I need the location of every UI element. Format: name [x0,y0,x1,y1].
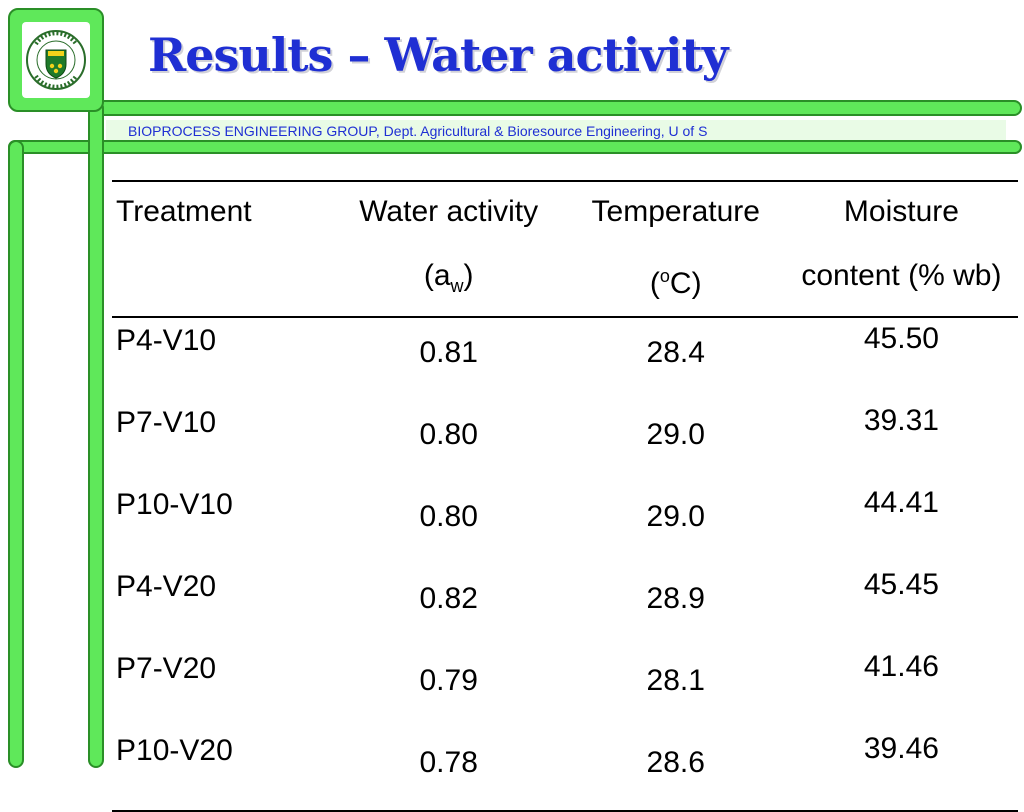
header-temperature-unit: (oC) [649,266,702,300]
cell-water-activity: 0.82 [419,582,478,615]
cell-temperature: 28.1 [646,664,705,697]
header-temperature: Temperature (oC) [567,181,785,317]
cell-treatment: P4-V10 [116,324,217,357]
cell-moisture-content: 39.31 [863,404,939,437]
cell-treatment: P10-V10 [116,488,233,521]
cell-moisture-content: 45.45 [863,568,939,601]
subtitle-band [106,120,1006,140]
university-logo [22,22,90,98]
table-row: P7-V10 0.80 29.0 39.31 [112,400,1018,482]
cell-water-activity: 0.79 [419,664,478,697]
slide-title: Results – Water activity [148,28,728,82]
cell-moisture-content: 39.46 [863,732,939,765]
table-row: P7-V20 0.79 28.1 41.46 [112,646,1018,728]
cell-moisture-content: 44.41 [863,486,939,519]
table-header-row: Treatment Water activity (aw) Temperatur… [112,181,1018,317]
header-water-activity-unit: (aw) [423,259,474,296]
header-moisture-content: Moisture content (% wb) [801,195,1002,292]
cell-water-activity: 0.81 [419,336,478,369]
cell-treatment: P4-V20 [116,570,217,603]
header-treatment: Treatment [116,195,252,228]
cell-water-activity: 0.80 [419,500,478,533]
cell-treatment: P7-V20 [116,652,217,685]
results-table: Treatment Water activity (aw) Temperatur… [112,180,1018,812]
table-row: P4-V20 0.82 28.9 45.45 [112,564,1018,646]
table-row: P10-V10 0.80 29.0 44.41 [112,482,1018,564]
cell-water-activity: 0.78 [419,746,478,779]
cell-water-activity: 0.80 [419,418,478,451]
cell-temperature: 28.6 [646,746,705,779]
frame-left-inner-bar [88,100,104,768]
table-row: P10-V20 0.78 28.6 39.46 [112,728,1018,811]
cell-temperature: 29.0 [646,500,705,533]
university-crest-icon [26,30,86,90]
cell-temperature: 28.9 [646,582,705,615]
cell-moisture-content: 45.50 [863,322,939,355]
cell-moisture-content: 41.46 [863,650,939,683]
cell-treatment: P10-V20 [116,734,233,767]
cell-temperature: 28.4 [646,336,705,369]
frame-left-outer-bar [8,140,24,768]
frame-top-bar [90,100,1022,116]
logo-frame [8,8,104,112]
table-row: P4-V10 0.81 28.4 45.50 [112,317,1018,400]
cell-temperature: 29.0 [646,418,705,451]
cell-treatment: P7-V10 [116,406,217,439]
frame-second-bar [8,140,1022,154]
header-water-activity: Water activity (aw) [331,181,567,317]
slide-subtitle: BIOPROCESS ENGINEERING GROUP, Dept. Agri… [128,123,708,139]
